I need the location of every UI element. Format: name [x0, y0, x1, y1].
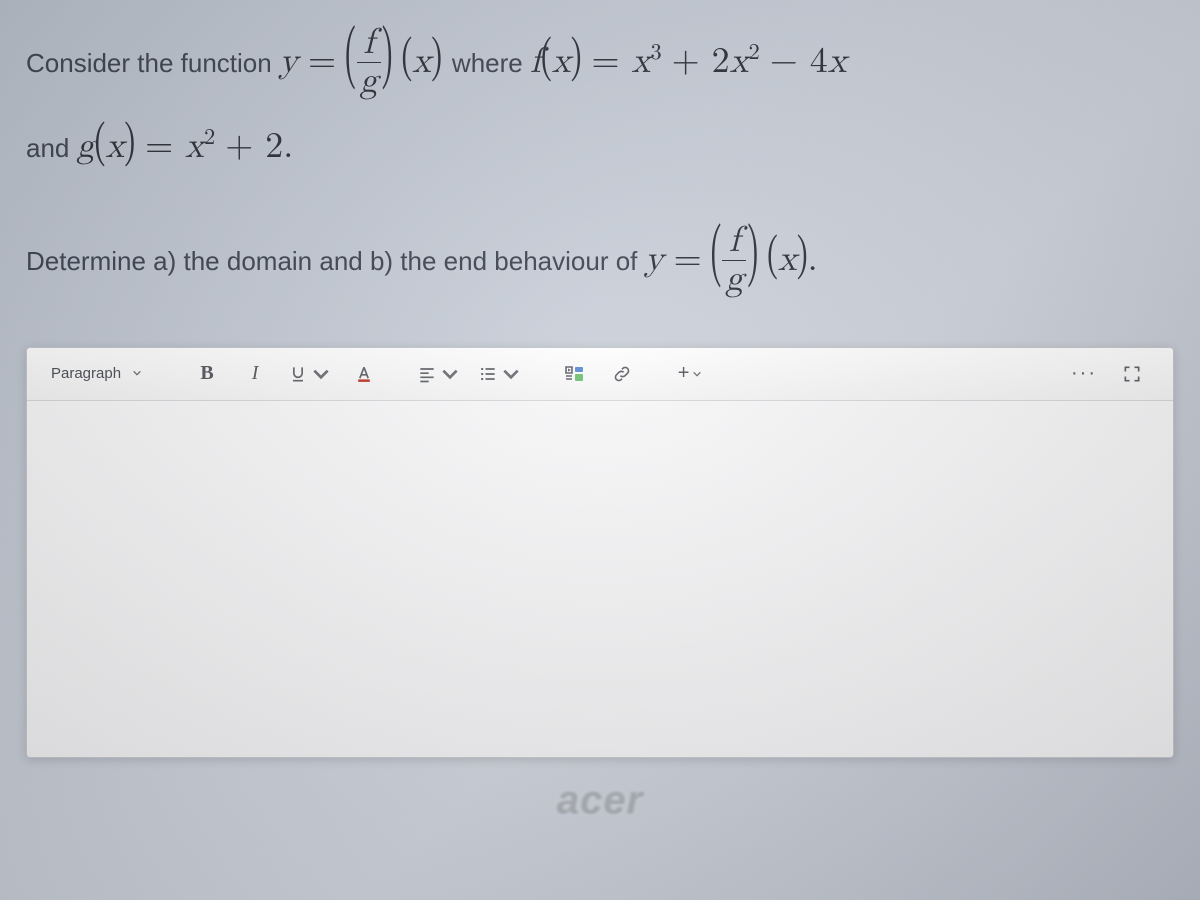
list-button[interactable] — [472, 357, 527, 391]
line1-where: where — [452, 48, 530, 78]
italic-label: I — [252, 362, 259, 385]
question-line-1: Consider the function y = (fg) (x) where… — [26, 24, 1174, 101]
chevron-down-icon — [692, 369, 702, 379]
bold-button[interactable]: B — [186, 357, 228, 391]
math-y-eq-fg-x-2: y = (fg) (x). — [645, 237, 818, 278]
insert-media-button[interactable] — [553, 357, 595, 391]
fullscreen-button[interactable] — [1111, 357, 1153, 391]
more-button[interactable]: ··· — [1063, 357, 1105, 391]
link-icon — [612, 364, 632, 384]
editor-toolbar: Paragraph B I — [27, 348, 1173, 401]
font-color-icon — [354, 364, 374, 384]
chevron-down-icon — [501, 364, 521, 384]
math-g-of-x: g(x) = x2 + 2. — [77, 124, 294, 165]
math-y-eq-fg-x: y = (fg) (x) — [279, 39, 452, 80]
chevron-down-icon — [440, 364, 460, 384]
line1-prefix: Consider the function — [26, 48, 279, 78]
underline-icon — [288, 364, 308, 384]
line2-prefix: and — [26, 133, 77, 163]
fullscreen-icon — [1122, 364, 1142, 384]
paragraph-style-label: Paragraph — [51, 365, 121, 382]
more-icon: ··· — [1071, 362, 1097, 385]
brand-label: acer — [557, 777, 643, 821]
list-icon — [478, 364, 498, 384]
question-line-3: Determine a) the domain and b) the end b… — [26, 222, 1174, 299]
laptop-brand-mark: acer — [557, 777, 643, 822]
math-f-of-x: f(x) = x3 + 2x2 − 4x — [530, 39, 847, 80]
insert-button[interactable]: + — [669, 357, 711, 391]
answer-editor: Paragraph B I — [26, 347, 1174, 758]
paragraph-style-select[interactable]: Paragraph — [47, 357, 150, 391]
plus-icon: + — [678, 362, 690, 385]
media-icon — [562, 362, 586, 386]
bold-label: B — [200, 362, 213, 385]
link-button[interactable] — [601, 357, 643, 391]
underline-button[interactable] — [282, 357, 337, 391]
line3-prefix: Determine a) the domain and b) the end b… — [26, 246, 645, 276]
editor-textarea[interactable] — [27, 401, 1173, 757]
chevron-down-icon — [311, 364, 331, 384]
align-button[interactable] — [411, 357, 466, 391]
question-text: Consider the function y = (fg) (x) where… — [26, 18, 1174, 299]
font-color-button[interactable] — [343, 357, 385, 391]
question-line-2: and g(x) = x2 + 2. — [26, 111, 1174, 180]
italic-button[interactable]: I — [234, 357, 276, 391]
chevron-down-icon — [132, 365, 142, 383]
align-left-icon — [417, 364, 437, 384]
